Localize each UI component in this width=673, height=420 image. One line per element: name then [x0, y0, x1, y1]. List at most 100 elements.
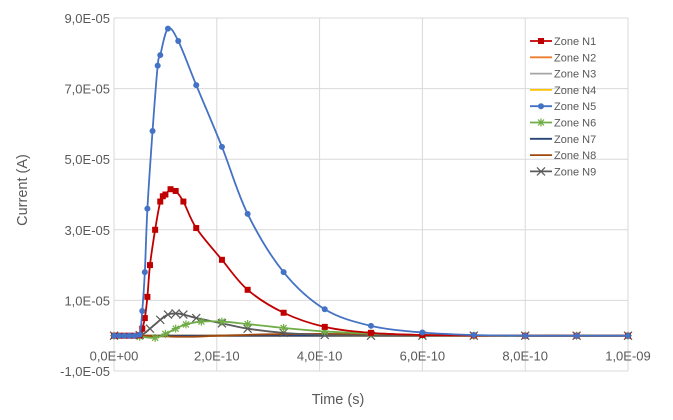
y-tick-label: 5,0E-05 — [64, 152, 110, 167]
series-zone-n6 — [110, 317, 632, 342]
y-axis-title: Current (A) — [15, 154, 31, 226]
data-point — [321, 323, 328, 330]
series-zone-n5 — [111, 25, 631, 339]
legend-item-zone-n5: Zone N5 — [530, 101, 596, 113]
data-point — [116, 332, 123, 339]
data-point — [180, 198, 187, 205]
data-point — [244, 286, 251, 293]
data-point — [368, 329, 374, 336]
legend-label: Zone N7 — [554, 134, 596, 146]
legend-marker — [536, 166, 546, 176]
data-point — [145, 324, 155, 334]
legend-item-zone-n2: Zone N2 — [530, 52, 596, 64]
data-point — [162, 191, 169, 198]
data-point — [280, 309, 287, 316]
legend-item-zone-n1: Zone N1 — [530, 36, 596, 48]
data-point — [171, 309, 181, 318]
data-point — [181, 320, 190, 329]
grid — [113, 17, 629, 372]
x-tick-label: 1,0E-09 — [605, 349, 651, 364]
y-tick-label: 7,0E-05 — [64, 82, 110, 97]
data-point — [178, 310, 188, 319]
data-point — [244, 210, 251, 217]
legend-marker — [537, 118, 545, 127]
data-point — [149, 127, 156, 134]
data-point — [243, 320, 252, 329]
legend: Zone N1 Zone N2 Zone N3 Zone N4 Zone N5 Zone … — [530, 36, 596, 178]
legend-item-zone-n8: Zone N8 — [530, 150, 596, 162]
data-point — [522, 332, 529, 339]
legend-item-zone-n7: Zone N7 — [530, 134, 596, 146]
data-point — [126, 332, 133, 339]
data-point — [320, 327, 329, 336]
legend-marker — [538, 103, 544, 110]
legend-label: Zone N8 — [554, 150, 596, 162]
x-tick-label: 0,0E+00 — [90, 349, 139, 364]
data-point — [141, 269, 148, 276]
data-point — [171, 324, 180, 333]
y-tick-label: -1,0E-05 — [60, 364, 110, 379]
data-point — [146, 262, 153, 269]
data-point — [121, 332, 128, 339]
legend-label: Zone N9 — [554, 166, 596, 178]
legend-item-zone-n6: Zone N6 — [530, 118, 596, 130]
data-point — [279, 323, 288, 332]
series-line-zone-n1 — [114, 188, 628, 337]
data-point — [280, 269, 287, 276]
y-tick-label: 1,0E-05 — [64, 293, 110, 308]
x-tick-label: 8,0E-10 — [502, 349, 548, 364]
x-tick-label: 2,0E-10 — [194, 349, 240, 364]
legend-item-zone-n3: Zone N3 — [530, 69, 596, 81]
data-point — [144, 293, 151, 300]
legend-label: Zone N5 — [554, 101, 596, 113]
data-point — [136, 331, 143, 338]
data-point — [172, 187, 179, 194]
legend-item-zone-n4: Zone N4 — [530, 85, 596, 97]
data-point — [161, 329, 170, 338]
y-tick-label: 3,0E-05 — [64, 223, 110, 238]
data-point — [141, 315, 148, 322]
data-point — [139, 307, 146, 314]
y-axis-ticks: 9,0E-05 7,0E-05 5,0E-05 3,0E-05 1,0E-05 -1,0E… — [60, 11, 110, 379]
data-point — [164, 25, 171, 32]
data-point — [368, 322, 374, 329]
data-point — [191, 313, 201, 323]
data-point — [167, 186, 174, 193]
data-point — [175, 37, 182, 44]
data-point — [470, 331, 477, 338]
data-point — [131, 332, 138, 339]
data-point — [154, 62, 161, 69]
data-point — [193, 82, 200, 89]
x-tick-label: 6,0E-10 — [400, 349, 446, 364]
data-point — [321, 306, 328, 313]
data-point — [163, 310, 173, 319]
data-point — [573, 332, 580, 339]
y-tick-label: 9,0E-05 — [64, 11, 110, 26]
data-point — [152, 226, 159, 233]
data-point — [111, 332, 117, 339]
data-point — [151, 333, 160, 342]
legend-item-zone-n9: Zone N9 — [530, 166, 596, 178]
data-point — [197, 317, 206, 326]
legend-label: Zone N3 — [554, 69, 596, 81]
data-point — [218, 143, 225, 150]
legend-label: Zone N2 — [554, 52, 596, 64]
data-point — [139, 325, 146, 332]
data-point — [157, 52, 164, 59]
legend-label: Zone N4 — [554, 85, 596, 97]
series-lines — [109, 25, 633, 342]
data-point — [419, 329, 426, 336]
data-point — [193, 225, 200, 232]
data-point — [218, 256, 225, 263]
data-point — [144, 205, 151, 212]
x-tick-label: 4,0E-10 — [297, 349, 343, 364]
data-point — [155, 315, 165, 325]
data-point — [217, 317, 226, 326]
legend-label: Zone N1 — [554, 36, 596, 48]
x-axis-title: Time (s) — [312, 392, 365, 408]
x-axis-ticks: 0,0E+00 2,0E-10 4,0E-10 6,0E-10 8,0E-10 1,0E-… — [90, 349, 651, 364]
data-point — [625, 332, 631, 339]
data-point — [157, 198, 164, 205]
legend-marker — [538, 38, 544, 44]
